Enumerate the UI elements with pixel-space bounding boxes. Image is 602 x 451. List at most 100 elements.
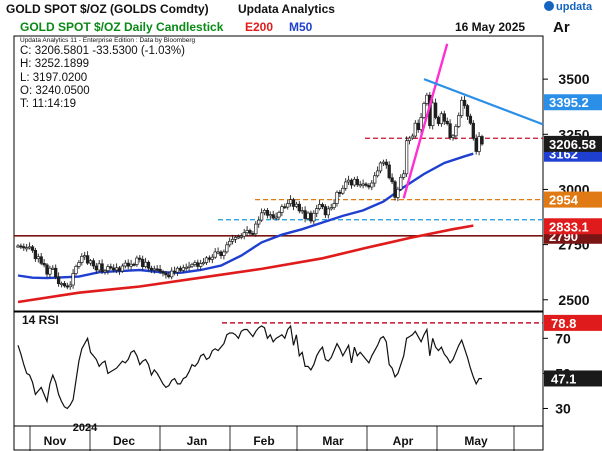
x-month-label: Mar	[322, 434, 344, 448]
candle-body	[465, 105, 470, 117]
candle-body	[315, 208, 319, 214]
candle-body	[126, 262, 130, 267]
price-panel-frame	[13, 35, 544, 312]
candle-body	[219, 251, 223, 256]
candle-body	[346, 179, 351, 183]
legend-e200: E200	[245, 20, 274, 34]
candle-body	[460, 99, 464, 116]
x-month-label: Jan	[187, 434, 208, 448]
candle-body	[65, 285, 69, 288]
candle-body	[320, 204, 325, 208]
candle-body	[112, 267, 116, 271]
candle-body	[396, 188, 400, 198]
chart-name: GOLD SPOT $/OZ Daily Candlestick	[20, 20, 224, 34]
candle-body	[161, 271, 165, 274]
candle-body	[225, 244, 229, 253]
candle-body	[199, 263, 203, 267]
candle-body	[170, 270, 174, 278]
candle-body	[297, 203, 301, 212]
rsi-level-tag: 78.8	[551, 316, 576, 331]
candle-body	[413, 122, 417, 137]
candle-body	[216, 251, 220, 254]
candle-body	[454, 125, 458, 137]
ohlc-panel: Updata Analytics 11 - Enterprise Edition…	[20, 37, 240, 111]
time-axis-frame	[13, 425, 544, 451]
app-title: Updata Analytics	[238, 2, 335, 16]
candle-body	[364, 183, 368, 186]
candle-body	[378, 162, 383, 172]
candle-body	[355, 178, 359, 185]
candle-body	[68, 284, 72, 288]
candle-body	[190, 264, 194, 267]
trendline-value-tag: 3395.2	[549, 95, 589, 110]
candle-body	[306, 212, 310, 219]
candle-body	[436, 117, 441, 125]
candle-body	[468, 115, 473, 124]
candle-body	[45, 264, 49, 275]
candle-body	[77, 262, 81, 267]
candle-body	[210, 256, 214, 260]
candle-body	[204, 257, 209, 263]
rsi-last-tag: 47.1	[551, 371, 576, 386]
candle-body	[120, 265, 125, 272]
chart-legend-row: GOLD SPOT $/OZ Daily Candlestick E200 M5…	[18, 20, 543, 35]
candle-body	[48, 267, 52, 275]
candle-body	[207, 257, 212, 260]
candle-body	[138, 257, 142, 260]
last-price-tag-bg	[544, 135, 602, 152]
candle-body	[27, 246, 32, 249]
candle-body	[239, 235, 243, 238]
candle-body	[22, 246, 26, 249]
candle-body	[74, 266, 78, 274]
orange-level-tag-bg	[544, 191, 602, 208]
x-month-label: May	[464, 434, 488, 448]
candle-body	[407, 137, 412, 142]
candle-body	[175, 267, 180, 273]
candle-body	[149, 267, 154, 271]
trendline-value-tag-bg	[544, 94, 602, 111]
x-month-label: Dec	[113, 434, 135, 448]
candle-body	[457, 115, 461, 127]
candle-body	[393, 181, 397, 198]
corner-label: Ar	[553, 19, 570, 36]
candle-body	[91, 260, 96, 267]
candle-body	[309, 212, 313, 222]
candle-body	[56, 276, 61, 285]
candle-body	[181, 267, 185, 271]
candle-body	[332, 203, 336, 208]
candle-body	[178, 267, 183, 271]
candle-body	[448, 123, 452, 138]
candle-body	[106, 266, 110, 271]
candle-body	[135, 257, 139, 265]
candle-body	[384, 161, 388, 166]
candle-body	[341, 187, 345, 194]
candle-body	[114, 267, 119, 271]
candle-body	[167, 274, 171, 278]
candle-body	[422, 103, 426, 118]
y-tick-label: 3500	[558, 71, 589, 87]
candle-body	[370, 182, 374, 188]
candle-body	[410, 135, 415, 139]
candle-body	[155, 268, 159, 271]
ema200-value-tag: 2833.1	[549, 219, 589, 234]
chart-date: 16 May 2025	[455, 20, 526, 34]
legend-m50: M50	[289, 20, 313, 34]
candle-body	[262, 210, 267, 214]
candle-body	[228, 240, 232, 246]
candle-body	[277, 212, 281, 218]
candle-body	[143, 261, 148, 268]
candle-body	[213, 251, 217, 258]
candle-body	[471, 122, 475, 139]
candle-body	[291, 199, 296, 207]
rsi-y-tick-label: 30	[555, 400, 571, 416]
candle-body	[19, 245, 23, 248]
header-bar: GOLD SPOT $/OZ (GOLDS Comdty) Updata Ana…	[0, 0, 602, 17]
candle-body	[445, 120, 449, 125]
rsi-panel-frame	[13, 311, 544, 427]
candle-body	[71, 273, 75, 286]
candle-body	[196, 262, 200, 267]
candle-body	[288, 199, 293, 204]
candle-body	[433, 102, 438, 118]
candle-body	[312, 212, 316, 222]
